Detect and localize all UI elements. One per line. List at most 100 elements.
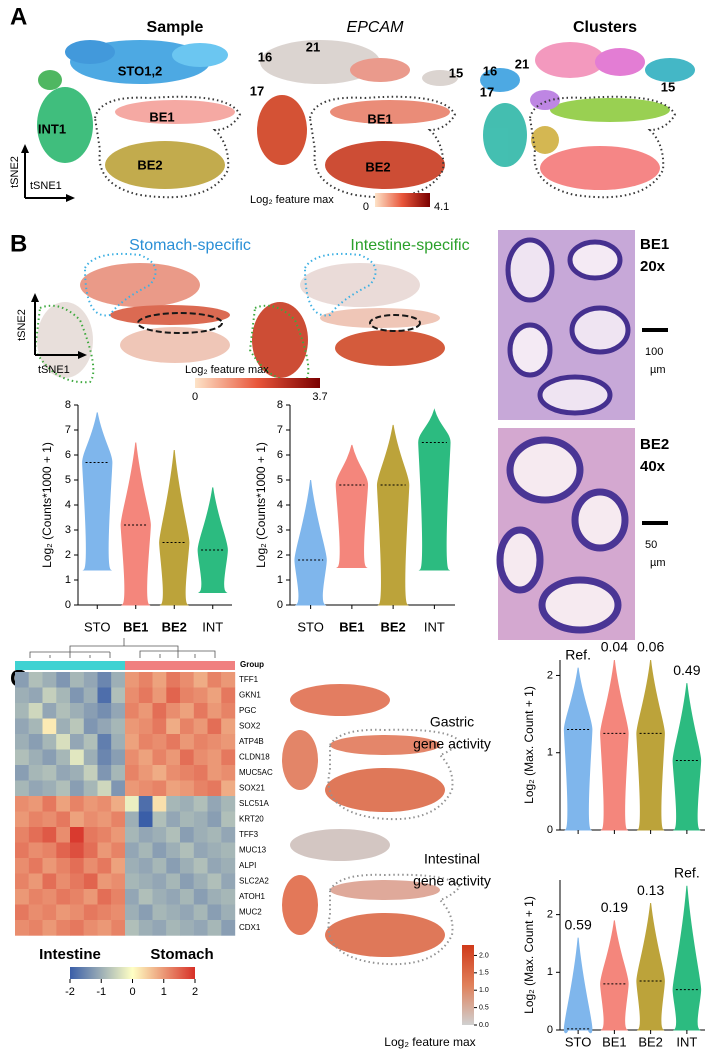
heatmap-cell (70, 873, 84, 890)
y-tick-label: 4 (65, 499, 71, 511)
annotation: 0.04 (601, 639, 628, 655)
heatmap-cell (125, 796, 139, 812)
heatmap-cell (70, 827, 84, 843)
activity-label: Gastric (430, 714, 474, 730)
violin-body (159, 449, 190, 606)
annotation: 0.49 (673, 662, 700, 678)
heatmap-cell (125, 827, 139, 843)
heatmap-cell (207, 765, 222, 781)
heatmap-cell (125, 765, 139, 781)
heatmap-cell (221, 827, 236, 843)
activity-label: Intestinal (424, 851, 480, 867)
tsne-intestine (248, 252, 445, 384)
color-scale (195, 378, 320, 388)
heatmap-cell (207, 842, 222, 859)
cluster-label: 17 (480, 84, 494, 99)
x-tick-label: BE1 (339, 619, 364, 634)
heatmap-cell (15, 811, 29, 828)
x-tick-label: INT (424, 619, 445, 634)
heatmap-cell (152, 920, 167, 936)
heatmap-cell (166, 703, 181, 719)
heatmap-cell (97, 796, 112, 812)
heatmap-cell (152, 718, 167, 735)
heatmap-cell (83, 749, 98, 766)
scale-tick-label: 1.0 (479, 987, 489, 994)
violin-body (563, 937, 593, 1034)
heatmap-cell (42, 811, 57, 828)
violin-body (600, 920, 629, 1031)
heatmap-cell (180, 858, 194, 874)
y-tick-label: 8 (277, 399, 283, 411)
heatmap-cell (70, 718, 84, 735)
heatmap-cell (70, 703, 84, 719)
heatmap-cell (97, 780, 112, 797)
annotation: Ref. (565, 646, 591, 662)
heatmap-cell (15, 718, 29, 735)
x-tick-label: STO (297, 619, 324, 634)
heatmap-cell (152, 687, 167, 704)
heatmap-cell (221, 718, 236, 735)
y-tick-label: 7 (277, 424, 283, 436)
heatmap-cell (180, 889, 194, 905)
group-label: Intestine (39, 946, 101, 963)
scale-title: Log₂ feature max (185, 364, 269, 376)
heatmap-cell (28, 749, 43, 766)
y-tick-label: 4 (277, 499, 283, 511)
heatmap-cell (180, 780, 194, 797)
heatmap-cell (70, 889, 84, 905)
heatmap-cell (166, 904, 181, 921)
heatmap-cell (180, 687, 194, 704)
heatmap-cell (152, 873, 167, 890)
heatmap-cell (111, 889, 126, 905)
heatmap-cell (166, 873, 181, 890)
scale-tick-label: 0.5 (479, 1004, 489, 1011)
heatmap-cell (28, 811, 43, 828)
heatmap-cell (138, 873, 153, 890)
heatmap-cell (97, 842, 112, 859)
heatmap-cell (193, 842, 208, 859)
heatmap-cell (111, 920, 126, 936)
heatmap-cell (111, 687, 126, 704)
heatmap-cell (221, 811, 236, 828)
heatmap-cell (207, 749, 222, 766)
heatmap-cell (83, 904, 98, 921)
heatmap-cell (152, 904, 167, 921)
heatmap-cell (138, 904, 153, 921)
heatmap-cell (111, 842, 126, 859)
y-tick-label: 1 (277, 574, 283, 586)
heatmap-cell (221, 780, 236, 797)
scale-title: Log₂ feature max (384, 1035, 475, 1049)
heatmap-cell (56, 842, 71, 859)
colorbar-tick-label: 1 (161, 986, 167, 998)
heatmap-cell (166, 718, 181, 735)
heatmap-cell (42, 687, 57, 704)
heatmap-cell (28, 765, 43, 781)
heatmap-cell (56, 920, 71, 936)
heatmap-cell (193, 827, 208, 843)
heatmap-cell (56, 734, 71, 750)
row-label: CDX1 (239, 923, 261, 932)
x-tick-label: INT (202, 619, 223, 634)
x-tick-label: BE2 (380, 619, 405, 634)
y-tick-label: 0 (547, 824, 553, 836)
y-tick-label: 0 (277, 599, 283, 611)
heatmap-cell (15, 672, 29, 688)
heatmap-cell (221, 889, 236, 905)
heatmap-cell (166, 749, 181, 766)
colorbar-tick-label: 2 (192, 986, 198, 998)
heatmap-cell (180, 873, 194, 890)
cluster-label: BE1 (149, 109, 174, 124)
scale-bar-label: µm (650, 364, 666, 376)
row-label: ATP4B (239, 737, 264, 746)
heatmap-cell (166, 920, 181, 936)
heatmap-cell (70, 811, 84, 828)
heatmap-cell (207, 672, 222, 688)
axis-label: tSNE2 (9, 156, 21, 188)
image-label: 40x (640, 458, 666, 475)
heatmap-cell (207, 734, 222, 750)
heatmap-cell (193, 703, 208, 719)
heatmap-cell (152, 703, 167, 719)
heatmap-cell (138, 780, 153, 797)
plot-title: Sample (147, 19, 204, 36)
heatmap-cell (15, 796, 29, 812)
